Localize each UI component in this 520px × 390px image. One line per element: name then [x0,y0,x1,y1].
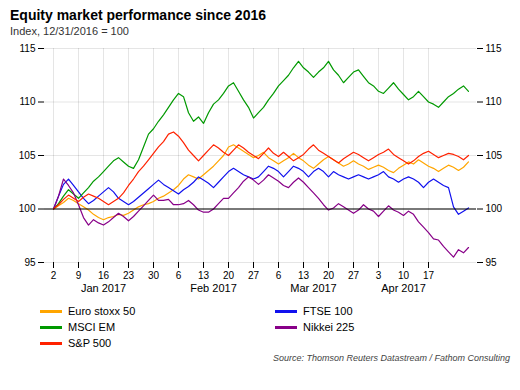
svg-text:10: 10 [398,270,410,281]
svg-text:17: 17 [423,270,435,281]
svg-text:13: 13 [198,270,210,281]
html-text:Euro stoxx 50: Euro stoxx 50 [68,305,136,317]
html-text:Equity market performance sinc: Equity market performance since 2016 [10,7,266,23]
svg-text:27: 27 [348,270,360,281]
svg-text:16: 16 [98,270,110,281]
svg-text:23: 23 [123,270,135,281]
svg-text:13: 13 [298,270,310,281]
svg-text:115: 115 [20,43,36,54]
svg-text:105: 105 [19,150,36,161]
svg-text:Feb 2017: Feb 2017 [190,282,236,294]
svg-text:110: 110 [486,96,502,107]
svg-text:20: 20 [323,270,335,281]
svg-text:Mar 2017: Mar 2017 [290,282,336,294]
svg-text:100: 100 [486,203,503,214]
svg-text:6: 6 [276,270,282,281]
svg-text:27: 27 [248,270,260,281]
svg-text:3: 3 [376,270,382,281]
svg-text:2: 2 [51,270,57,281]
svg-text:30: 30 [148,270,160,281]
html-text:MSCI EM: MSCI EM [68,321,116,333]
html-text:Source: Thomson Reuters Datast: Source: Thomson Reuters Datastream / Fat… [272,353,510,363]
html-text:FTSE 100: FTSE 100 [303,305,353,317]
svg-text:115: 115 [486,43,502,54]
svg-text:6: 6 [176,270,182,281]
svg-text:95: 95 [486,257,498,268]
svg-text:105: 105 [486,150,503,161]
svg-text:95: 95 [24,257,36,268]
html-text:Index, 12/31/2016 = 100: Index, 12/31/2016 = 100 [10,25,129,37]
svg-text:Apr 2017: Apr 2017 [381,282,426,294]
svg-text:100: 100 [19,203,36,214]
html-text:S&P 500: S&P 500 [68,337,112,349]
svg-text:9: 9 [76,270,82,281]
svg-text:20: 20 [223,270,235,281]
svg-text:Jan 2017: Jan 2017 [81,282,126,294]
html-text:Nikkei 225: Nikkei 225 [303,321,355,333]
svg-text:110: 110 [20,96,36,107]
